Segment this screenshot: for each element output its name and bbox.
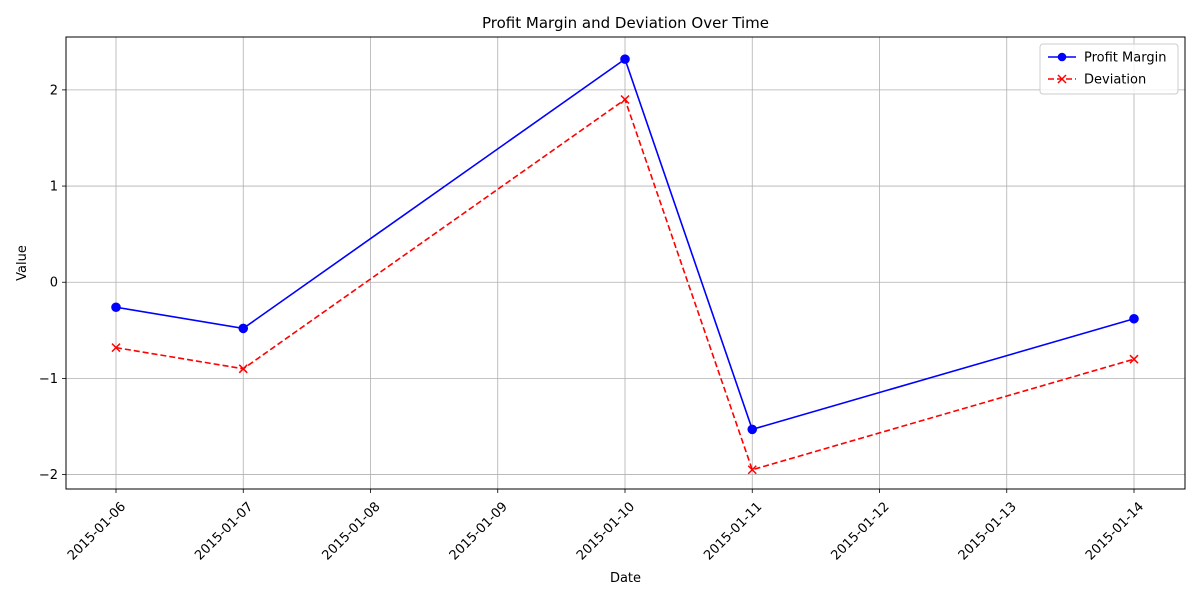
y-tick-label: 2 bbox=[50, 83, 58, 98]
y-axis-title: Value bbox=[15, 245, 30, 281]
legend-label: Profit Margin bbox=[1084, 51, 1166, 66]
series-group bbox=[111, 54, 1139, 475]
legend-item: Deviation bbox=[1048, 73, 1146, 88]
data-point bbox=[620, 94, 630, 105]
data-point bbox=[620, 54, 630, 64]
legend-marker bbox=[1057, 52, 1067, 62]
legend: Profit Margin Deviation bbox=[1039, 43, 1179, 95]
chart-title: Profit Margin and Deviation Over Time bbox=[482, 14, 769, 32]
data-point bbox=[747, 465, 757, 475]
y-tick-label: −1 bbox=[39, 372, 58, 387]
data-point bbox=[238, 364, 248, 374]
data-point bbox=[747, 424, 758, 435]
data-point bbox=[111, 343, 121, 353]
x-axis-title: Date bbox=[610, 571, 641, 586]
series-profit-margin bbox=[111, 54, 1139, 435]
plot-frame bbox=[65, 36, 1186, 490]
legend-item: Profit Margin bbox=[1048, 51, 1166, 66]
y-tick-label: 1 bbox=[50, 180, 58, 195]
legend-marker bbox=[1057, 74, 1067, 84]
legend-label: Deviation bbox=[1084, 73, 1146, 88]
grid bbox=[66, 37, 1185, 489]
y-tick-label: 0 bbox=[50, 276, 58, 291]
data-point bbox=[238, 323, 249, 334]
data-point bbox=[111, 302, 121, 313]
series-deviation bbox=[111, 94, 1139, 475]
y-tick-label: −2 bbox=[39, 468, 58, 483]
data-point bbox=[1129, 354, 1139, 364]
data-point bbox=[1129, 313, 1139, 324]
